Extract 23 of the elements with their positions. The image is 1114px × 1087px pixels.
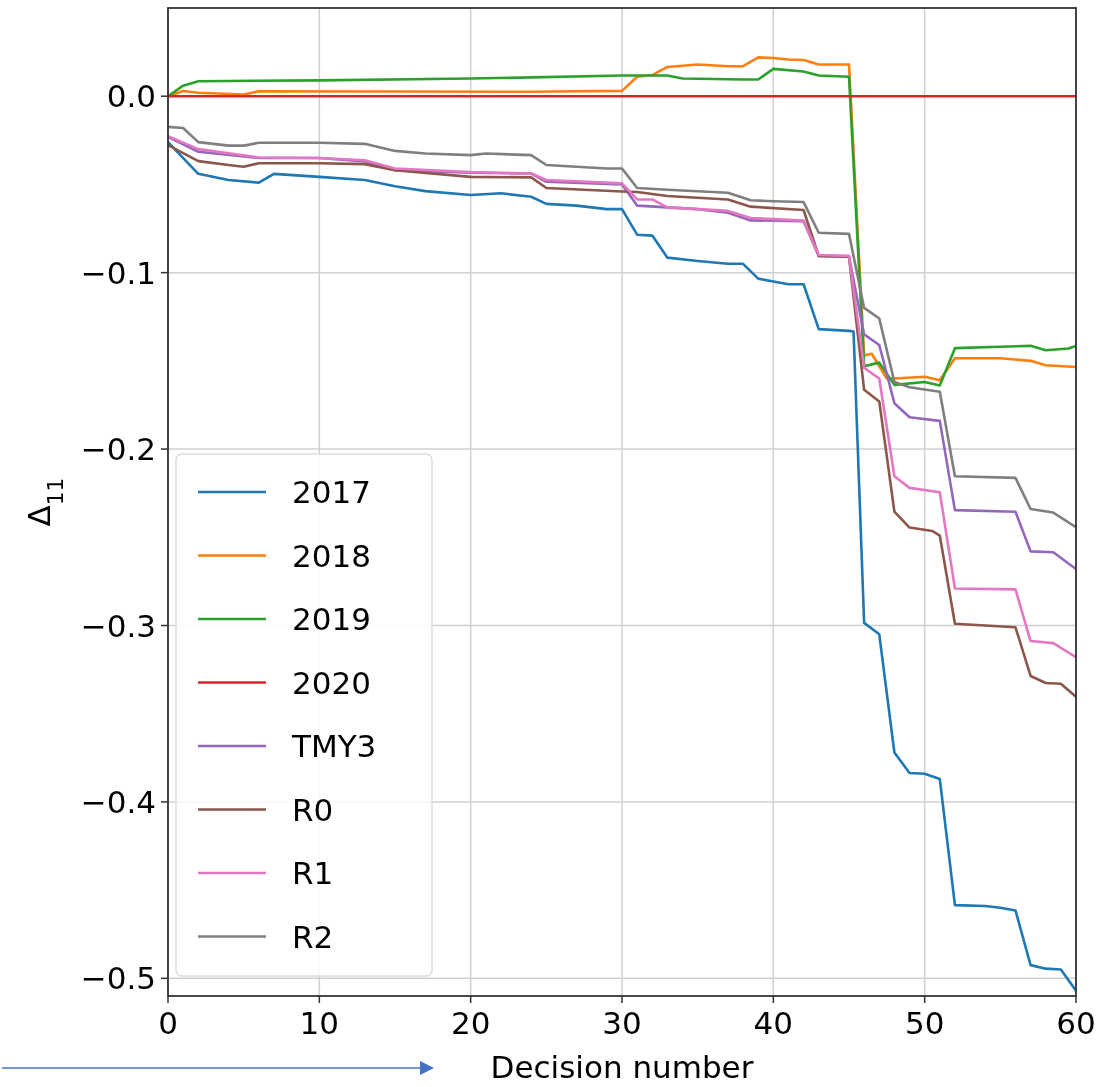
- legend-label: 2020: [292, 664, 371, 701]
- y-tick-label: −0.1: [80, 254, 156, 291]
- y-tick-label: −0.3: [80, 607, 156, 644]
- x-tick-label: 20: [450, 1005, 491, 1041]
- legend-label: 2017: [292, 474, 371, 510]
- legend-label: 2018: [292, 537, 371, 574]
- x-axis-title: Decision number: [490, 1049, 754, 1085]
- legend-label: TMY3: [291, 728, 377, 764]
- y-tick-label: 0.0: [106, 78, 156, 115]
- x-tick-label: 60: [1056, 1005, 1096, 1041]
- y-tick-label: −0.4: [80, 783, 156, 820]
- legend-label: 2019: [292, 601, 371, 637]
- x-tick-label: 40: [753, 1005, 794, 1041]
- line-series: [168, 140, 1076, 993]
- y-tick-label: −0.5: [80, 960, 156, 997]
- y-tick-label: −0.2: [80, 431, 156, 468]
- x-tick-label: 30: [602, 1005, 642, 1041]
- legend-label: R2: [292, 918, 334, 955]
- legend-label: R0: [292, 791, 334, 828]
- x-tick-label: 0: [158, 1005, 178, 1041]
- legend-label: R1: [292, 855, 334, 891]
- x-tick-label: 50: [904, 1005, 945, 1041]
- x-tick-label: 10: [299, 1005, 340, 1041]
